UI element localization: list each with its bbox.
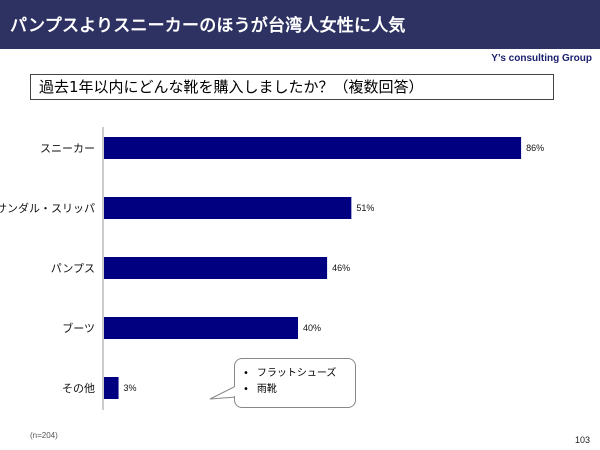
value-label: 3% [124,383,137,393]
header-bar: パンプスよりスニーカーのほうが台湾人女性に人気 [0,0,600,49]
value-label: 40% [303,323,321,333]
category-label: その他 [62,382,95,395]
page-title: パンプスよりスニーカーのほうが台湾人女性に人気 [10,16,406,36]
value-label: 51% [356,203,374,213]
category-label: ブーツ [62,321,95,335]
other-breakdown-callout: フラットシューズ 雨靴 [234,358,356,408]
value-label: 46% [332,263,350,273]
callout-item: 雨靴 [243,382,347,398]
category-label: スニーカー [40,142,95,155]
bar [104,377,119,399]
page-number: 103 [574,435,590,445]
bar [104,197,352,219]
value-label: 86% [526,143,544,153]
sample-size: (n=204) [30,431,58,440]
category-label: サンダル・スリッパ [0,201,95,215]
brand-label: Y’s consulting Group [491,53,592,64]
bar [104,257,328,279]
bar [104,317,298,339]
bar [104,137,522,159]
category-label: パンプス [51,262,95,275]
callout-item: フラットシューズ [243,366,347,382]
question-box: 過去1年以内にどんな靴を購入しましたか？（複数回答） [30,74,554,100]
